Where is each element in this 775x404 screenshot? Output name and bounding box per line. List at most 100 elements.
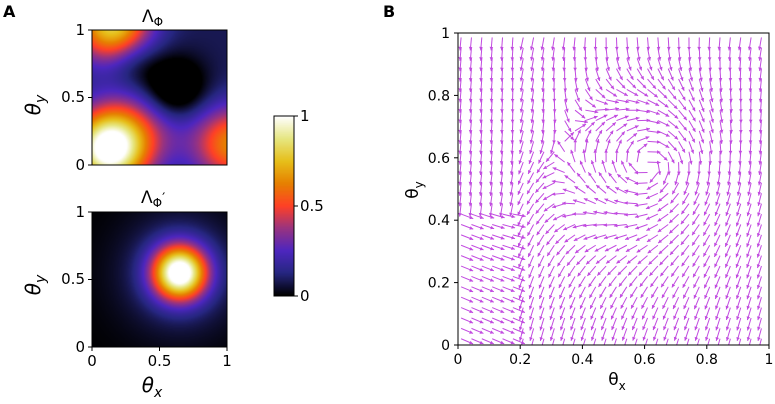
quiver-arrowhead bbox=[625, 177, 630, 181]
quiver-arrowhead bbox=[479, 150, 483, 155]
quiver-arrowhead bbox=[665, 133, 670, 137]
quiver-arrowhead bbox=[582, 149, 586, 153]
quiver-arrowhead bbox=[674, 347, 677, 351]
quiver-frame bbox=[457, 32, 770, 346]
quiver-arrowhead bbox=[657, 218, 662, 222]
quiver-arrowhead bbox=[658, 239, 663, 244]
quiver-arrowhead bbox=[631, 304, 635, 309]
quiver-arrowhead bbox=[509, 181, 514, 186]
quiver-arrowhead bbox=[500, 119, 504, 124]
quiver-arrow bbox=[552, 338, 555, 345]
quiver-arrowhead bbox=[542, 185, 547, 189]
quiver-arrowhead bbox=[708, 77, 713, 82]
quiver-arrowhead bbox=[510, 67, 515, 72]
quiver-arrowhead bbox=[537, 252, 541, 257]
quiver-arrowhead bbox=[701, 107, 705, 112]
quiver-arrowhead bbox=[664, 347, 667, 351]
quiver-arrowhead bbox=[746, 326, 751, 331]
quiver-arrowhead bbox=[561, 57, 566, 61]
quiver-arrowhead bbox=[619, 293, 624, 298]
quiver-arrowhead bbox=[692, 241, 696, 246]
quiver-arrowhead bbox=[509, 171, 514, 176]
quiver-arrowhead bbox=[557, 140, 561, 145]
quiver-arrowhead bbox=[613, 93, 617, 97]
quiver-arrowhead bbox=[634, 192, 639, 196]
quiver-arrowhead bbox=[674, 181, 678, 186]
quiver-arrowhead bbox=[489, 212, 493, 217]
quiver-arrowhead bbox=[634, 214, 639, 219]
quiver-arrowhead bbox=[547, 262, 552, 267]
quiver-arrowhead bbox=[683, 116, 687, 121]
quiver-arrowhead bbox=[662, 85, 666, 90]
quiver-arrowhead bbox=[746, 232, 750, 237]
quiver-arrowhead bbox=[519, 46, 524, 51]
quiver-arrowhead bbox=[704, 305, 708, 310]
quiver-arrowhead bbox=[490, 246, 495, 251]
quiver-arrowhead bbox=[562, 67, 566, 72]
quiver-arrowhead bbox=[646, 186, 651, 190]
quiver-arrowhead bbox=[510, 88, 515, 93]
quiver-arrowhead bbox=[510, 119, 515, 124]
quiver-arrowhead bbox=[458, 171, 462, 176]
quiver-arrowhead bbox=[646, 127, 650, 132]
quiver-arrowhead bbox=[725, 284, 729, 289]
quiver-arrowhead bbox=[540, 67, 545, 72]
quiver-arrowhead bbox=[469, 247, 474, 251]
quiver-arrowhead bbox=[714, 211, 719, 216]
quiver-arrowhead bbox=[469, 226, 474, 230]
quiver-arrowhead bbox=[540, 347, 543, 351]
quiver-arrowhead bbox=[699, 150, 704, 154]
quiver-arrowhead bbox=[738, 67, 742, 72]
quiver-arrowhead bbox=[665, 123, 670, 127]
quiver-arrowhead bbox=[528, 170, 532, 174]
quiver-arrowhead bbox=[746, 253, 750, 258]
quiver-arrowhead bbox=[604, 46, 608, 51]
quiver-arrowhead bbox=[650, 76, 654, 80]
quiver-arrowhead bbox=[500, 225, 505, 230]
quiver-arrowhead bbox=[511, 235, 515, 240]
quiver-arrowhead bbox=[697, 46, 701, 51]
quiver-arrowhead bbox=[479, 246, 484, 251]
quiver-arrowhead bbox=[489, 299, 494, 303]
quiver-arrowhead bbox=[693, 273, 697, 278]
quiver-arrowhead bbox=[661, 294, 666, 299]
quiver-arrowhead bbox=[718, 150, 723, 155]
quiver-arrowhead bbox=[725, 232, 729, 237]
quiver-arrowhead bbox=[530, 129, 534, 134]
quiver-arrowhead bbox=[714, 273, 718, 278]
quiver-arrowhead bbox=[559, 326, 564, 331]
quiver-arrowhead bbox=[605, 107, 609, 112]
quiver-arrowhead bbox=[657, 171, 662, 175]
quiver-arrowhead bbox=[705, 336, 709, 341]
quiver-arrowhead bbox=[725, 222, 729, 227]
quiver-arrowhead bbox=[539, 149, 544, 154]
quiver-arrowhead bbox=[657, 207, 662, 212]
quiver-arrowhead bbox=[717, 57, 722, 61]
quiver-arrowhead bbox=[683, 294, 687, 299]
quiver-arrowhead bbox=[479, 88, 483, 92]
quiver-arrowhead bbox=[529, 326, 533, 331]
quiver-arrowhead bbox=[593, 115, 598, 120]
quiver-arrowhead bbox=[613, 211, 618, 216]
quiver-arrowhead bbox=[596, 139, 600, 143]
quiver-arrowhead bbox=[479, 330, 484, 334]
quiver-arrowhead bbox=[593, 235, 598, 240]
quiver-arrowhead bbox=[540, 140, 545, 144]
quiver-arrowhead bbox=[725, 336, 730, 341]
quiver-arrowhead bbox=[585, 77, 589, 82]
quiver-arrowhead bbox=[672, 294, 676, 299]
quiver-arrowhead bbox=[468, 46, 473, 51]
quiver-arrowhead bbox=[500, 309, 505, 313]
quiver-arrowhead bbox=[468, 212, 473, 217]
quiver-arrowhead bbox=[570, 326, 574, 331]
quiver-xtick-label: 0.6 bbox=[633, 352, 655, 368]
quiver-arrowhead bbox=[500, 46, 504, 51]
quiver-arrowhead bbox=[489, 340, 494, 345]
quiver-arrowhead bbox=[500, 340, 505, 345]
quiver-arrowhead bbox=[659, 189, 664, 193]
quiver-arrowhead bbox=[739, 109, 743, 113]
quiver-arrowhead bbox=[526, 200, 531, 205]
quiver-arrowhead bbox=[549, 326, 554, 331]
quiver-arrowhead bbox=[541, 119, 545, 124]
quiver-arrowhead bbox=[737, 171, 742, 176]
